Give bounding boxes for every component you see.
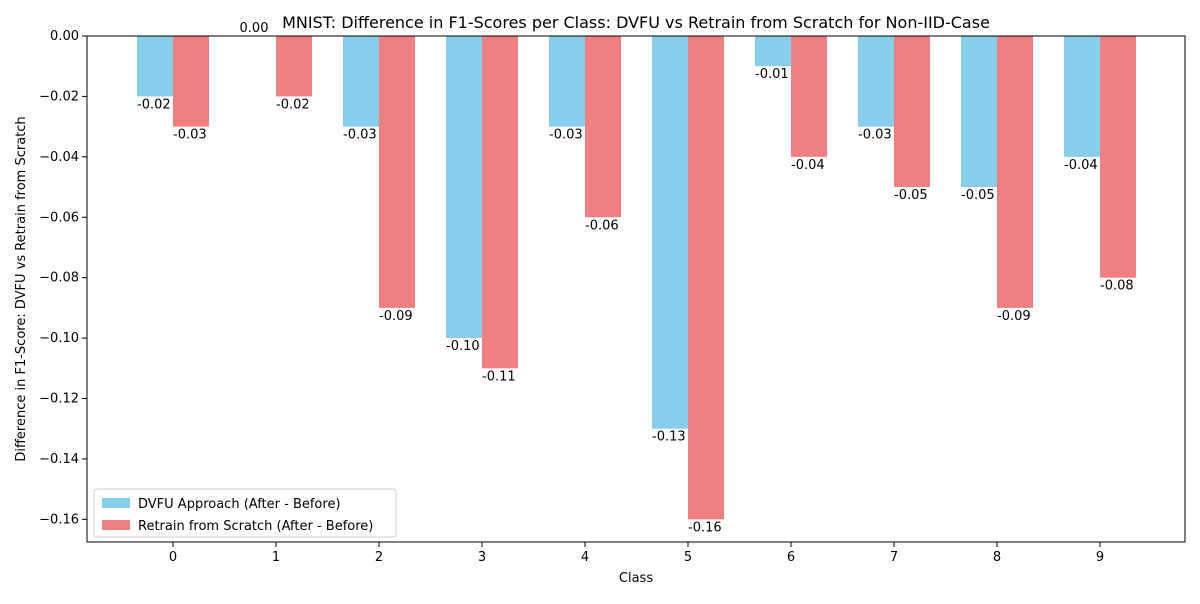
plot-area: -0.02 0.00 -0.03 -0.10 -0.03 -0.13 -0.01 -0.03 -… bbox=[39, 21, 1186, 565]
data-label-series1-class-4: -0.03 bbox=[549, 128, 583, 143]
x-tick-label: 1 bbox=[272, 550, 280, 565]
x-tick-label: 2 bbox=[375, 550, 383, 565]
bar-series2-class-8 bbox=[997, 36, 1033, 308]
data-label-series1-class-5: -0.13 bbox=[652, 430, 686, 445]
x-tick-label: 0 bbox=[169, 550, 177, 565]
bar-series1-class-6 bbox=[755, 36, 791, 67]
x-tick-label: 5 bbox=[684, 550, 692, 565]
data-label-series1-class-7: -0.03 bbox=[858, 128, 892, 143]
legend: DVFU Approach (After - Before) Retrain fr… bbox=[93, 488, 397, 538]
data-label-series2-class-1: -0.02 bbox=[276, 97, 310, 112]
data-label-series2-class-6: -0.04 bbox=[791, 158, 825, 173]
bar-series2-class-3 bbox=[482, 36, 518, 369]
bar-series2-class-6 bbox=[791, 36, 827, 157]
legend-swatch-series2 bbox=[102, 520, 130, 530]
x-tick-label: 4 bbox=[581, 550, 589, 565]
bar-series2-class-4 bbox=[585, 36, 621, 218]
x-tick-label: 9 bbox=[1096, 550, 1104, 565]
data-label-series2-class-7: -0.05 bbox=[894, 188, 928, 203]
data-label-series2-class-5: -0.16 bbox=[688, 520, 722, 535]
data-label-series2-class-3: -0.11 bbox=[482, 369, 516, 384]
data-label-series1-class-6: -0.01 bbox=[755, 67, 789, 82]
bar-series1-class-5 bbox=[652, 36, 688, 429]
x-tick-label: 8 bbox=[993, 550, 1001, 565]
x-tick-label: 7 bbox=[890, 550, 898, 565]
y-tick-label: −0.16 bbox=[39, 512, 79, 527]
bar-series2-class-2 bbox=[379, 36, 415, 308]
legend-swatch-series1 bbox=[102, 498, 130, 508]
bar-series1-class-3 bbox=[446, 36, 482, 339]
y-tick-label: −0.10 bbox=[39, 331, 79, 346]
x-tick-label: 6 bbox=[787, 550, 795, 565]
data-label-series1-class-8: -0.05 bbox=[961, 188, 995, 203]
bar-series1-class-7 bbox=[858, 36, 894, 127]
y-tick-label: −0.14 bbox=[39, 452, 79, 467]
bar-series1-class-2 bbox=[343, 36, 379, 127]
data-label-series1-class-3: -0.10 bbox=[446, 339, 480, 354]
bar-series2-class-0 bbox=[173, 36, 209, 127]
chart-title: MNIST: Difference in F1-Scores per Class… bbox=[282, 13, 990, 32]
data-label-series1-class-2: -0.03 bbox=[343, 128, 377, 143]
legend-label-series2: Retrain from Scratch (After - Before) bbox=[138, 519, 373, 534]
y-tick-label: −0.08 bbox=[39, 271, 79, 286]
data-label-series1-class-1: 0.00 bbox=[240, 21, 269, 36]
bar-series2-class-5 bbox=[688, 36, 724, 520]
y-tick-label: 0.00 bbox=[50, 29, 79, 44]
bar-series2-class-9 bbox=[1100, 36, 1136, 278]
data-label-series1-class-9: -0.04 bbox=[1064, 158, 1098, 173]
legend-label-series1: DVFU Approach (After - Before) bbox=[138, 497, 341, 512]
y-tick-label: −0.06 bbox=[39, 210, 79, 225]
bar-series2-class-7 bbox=[894, 36, 930, 188]
x-axis-label: Class bbox=[619, 571, 653, 586]
y-tick-label: −0.02 bbox=[39, 89, 79, 104]
legend-box bbox=[93, 488, 397, 538]
data-label-series1-class-0: -0.02 bbox=[137, 97, 171, 112]
data-label-series2-class-9: -0.08 bbox=[1100, 279, 1134, 294]
data-label-series2-class-2: -0.09 bbox=[379, 309, 413, 324]
bar-series1-class-8 bbox=[961, 36, 997, 188]
bar-series1-class-0 bbox=[137, 36, 173, 97]
bar-series1-class-9 bbox=[1064, 36, 1100, 157]
plot-frame bbox=[86, 35, 1186, 543]
data-label-series2-class-4: -0.06 bbox=[585, 218, 619, 233]
y-tick-label: −0.12 bbox=[39, 392, 79, 407]
bar-series1-class-4 bbox=[549, 36, 585, 127]
data-label-series2-class-0: -0.03 bbox=[173, 128, 207, 143]
x-tick-label: 3 bbox=[478, 550, 486, 565]
data-label-series2-class-8: -0.09 bbox=[997, 309, 1031, 324]
y-axis-label: Difference in F1-Score: DVFU vs Retrain … bbox=[14, 116, 29, 461]
y-tick-label: −0.04 bbox=[39, 150, 79, 165]
bar-series2-class-1 bbox=[276, 36, 312, 97]
